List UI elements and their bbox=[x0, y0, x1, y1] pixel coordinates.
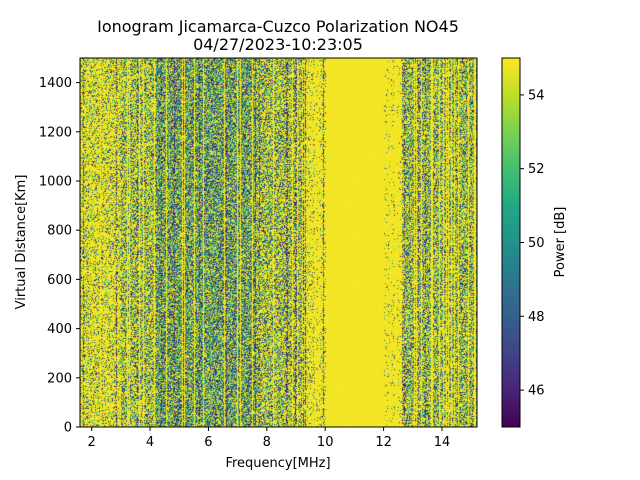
heatmap-image bbox=[80, 58, 477, 427]
colorbar-tick-label: 48 bbox=[528, 310, 545, 325]
plot-frame bbox=[79, 57, 478, 428]
chart-title-line2: 04/27/2023-10:23:05 bbox=[193, 35, 363, 54]
x-axis-ticks: 2 4 6 8 10 12 14 bbox=[88, 427, 451, 450]
x-tick-label: 2 bbox=[88, 435, 96, 450]
y-tick-label: 1000 bbox=[39, 175, 72, 190]
x-tick-label: 10 bbox=[317, 435, 334, 450]
y-axis-label: Virtual Distance[Km] bbox=[14, 175, 29, 310]
y-tick-label: 200 bbox=[47, 371, 72, 386]
x-tick-label: 6 bbox=[204, 435, 212, 450]
y-tick-label: 0 bbox=[64, 421, 72, 436]
x-tick-label: 4 bbox=[146, 435, 154, 450]
colorbar-ticks: 46 48 50 52 54 bbox=[520, 88, 545, 399]
x-tick-label: 14 bbox=[434, 435, 451, 450]
y-tick-label: 1400 bbox=[39, 76, 72, 91]
y-axis-ticks: 0 200 400 600 800 1000 1200 1400 bbox=[39, 76, 80, 436]
y-tick-label: 1200 bbox=[39, 125, 72, 140]
colorbar: 46 48 50 52 54 Power [dB] bbox=[501, 57, 568, 428]
colorbar-tick-label: 54 bbox=[528, 88, 545, 103]
colorbar-tick-label: 50 bbox=[528, 236, 545, 251]
colorbar-tick-label: 52 bbox=[528, 162, 545, 177]
y-tick-label: 800 bbox=[47, 224, 72, 239]
colorbar-gradient bbox=[501, 57, 521, 428]
heatmap-plot-area bbox=[79, 57, 478, 428]
colorbar-label: Power [dB] bbox=[553, 207, 568, 278]
colorbar-tick-label: 46 bbox=[528, 384, 545, 399]
y-tick-label: 600 bbox=[47, 273, 72, 288]
y-tick-label: 400 bbox=[47, 322, 72, 337]
chart-title-line1: Ionogram Jicamarca-Cuzco Polarization NO… bbox=[97, 17, 459, 36]
x-axis-label: Frequency[MHz] bbox=[225, 456, 330, 471]
x-tick-label: 8 bbox=[263, 435, 271, 450]
x-tick-label: 12 bbox=[375, 435, 392, 450]
